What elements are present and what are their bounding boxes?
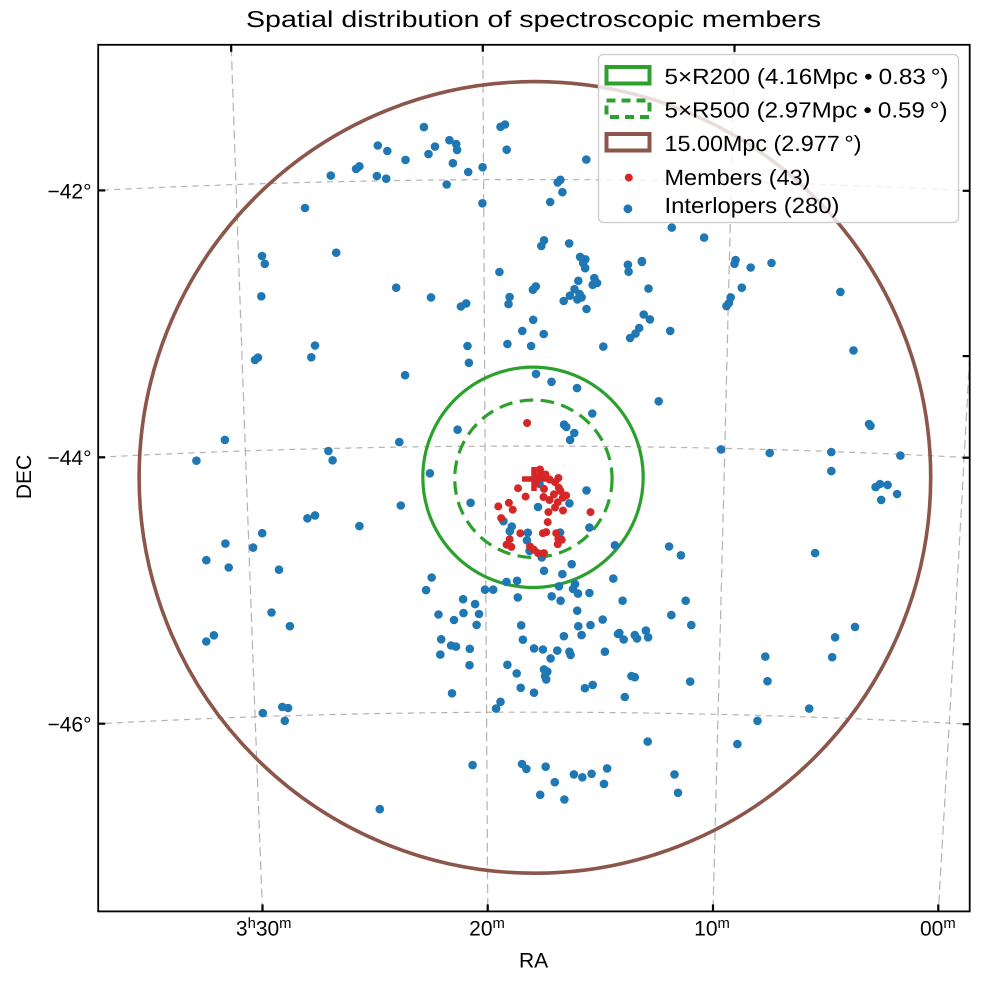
svg-text:5×R500 (2.97Mpc • 0.59 °): 5×R500 (2.97Mpc • 0.59 °) xyxy=(665,98,948,123)
svg-text:15.00Mpc (2.977 °): 15.00Mpc (2.977 °) xyxy=(665,131,862,156)
svg-text:20m: 20m xyxy=(469,916,505,940)
svg-text:DEC: DEC xyxy=(13,455,36,499)
svg-text:RA: RA xyxy=(519,949,548,972)
svg-text:−44°: −44° xyxy=(47,447,91,470)
svg-text:3h30m: 3h30m xyxy=(236,916,292,940)
svg-text:−46°: −46° xyxy=(47,714,91,737)
svg-text:−42°: −42° xyxy=(47,181,91,204)
svg-text:Members (43): Members (43) xyxy=(665,165,811,190)
svg-text:10m: 10m xyxy=(694,916,730,940)
svg-text:5×R200 (4.16Mpc • 0.83 °): 5×R200 (4.16Mpc • 0.83 °) xyxy=(665,64,949,89)
svg-text:Interlopers (280): Interlopers (280) xyxy=(665,193,840,218)
svg-text:Spatial distribution of spectr: Spatial distribution of spectroscopic me… xyxy=(246,6,821,32)
svg-text:00m: 00m xyxy=(920,916,956,940)
